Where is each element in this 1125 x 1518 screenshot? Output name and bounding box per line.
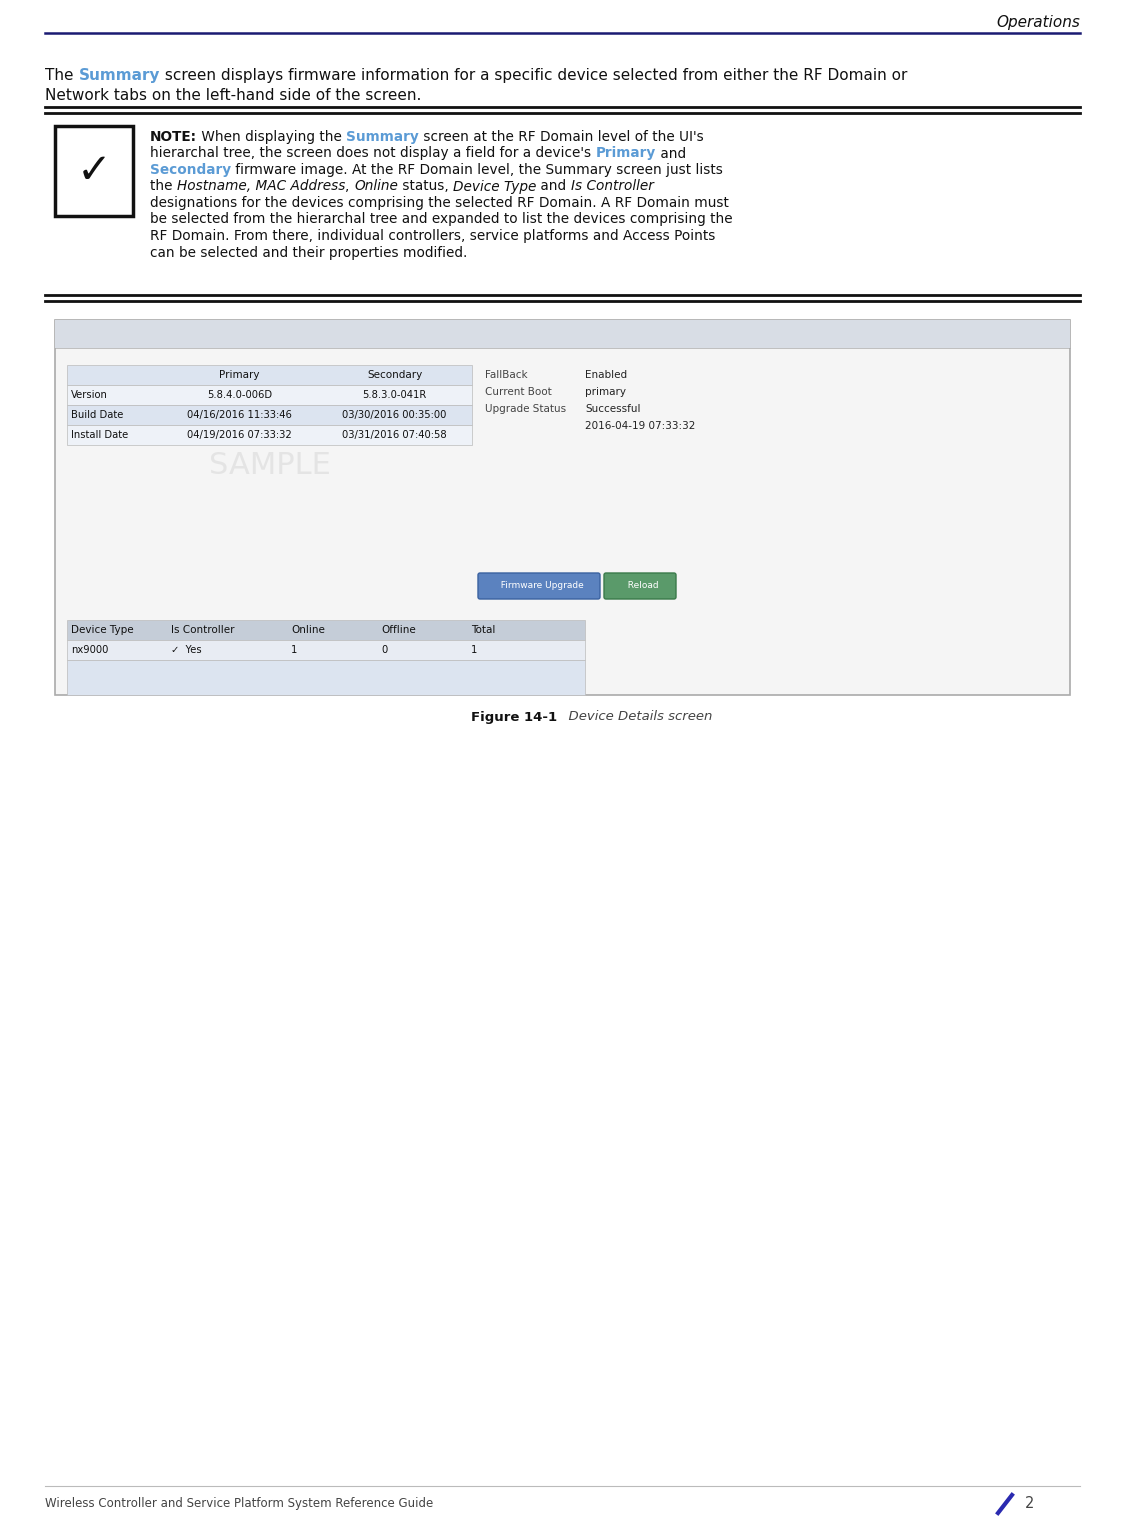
Text: 03/30/2016 00:35:00: 03/30/2016 00:35:00 (342, 410, 447, 420)
Text: Secondary: Secondary (150, 162, 231, 178)
Text: Secondary: Secondary (367, 370, 422, 380)
Text: FallBack: FallBack (485, 370, 528, 380)
Text: Reload: Reload (622, 581, 658, 591)
Text: Figure 14-1: Figure 14-1 (471, 710, 558, 724)
Text: Summary: Summary (79, 68, 160, 83)
Bar (68, 364, 472, 386)
Text: ✓  Yes: ✓ Yes (171, 645, 201, 654)
Text: be selected from the hierarchal tree and expanded to list the devices comprising: be selected from the hierarchal tree and… (150, 213, 732, 226)
Text: Online: Online (354, 179, 398, 193)
Text: Device Details screen: Device Details screen (560, 710, 713, 724)
Text: SAMPLE: SAMPLE (208, 451, 331, 480)
Text: Network tabs on the left-hand side of the screen.: Network tabs on the left-hand side of th… (45, 88, 422, 103)
Text: Build Date: Build Date (71, 410, 124, 420)
Text: can be selected and their properties modified.: can be selected and their properties mod… (150, 246, 467, 260)
Bar (55, 320, 1070, 348)
Text: 04/19/2016 07:33:32: 04/19/2016 07:33:32 (187, 430, 291, 440)
Text: Primary: Primary (595, 147, 656, 161)
Bar (68, 405, 472, 425)
Text: the: the (150, 179, 177, 193)
Text: firmware image. At the RF Domain level, the Summary screen just lists: firmware image. At the RF Domain level, … (231, 162, 723, 178)
Text: Wireless Controller and Service Platform System Reference Guide: Wireless Controller and Service Platform… (45, 1497, 433, 1510)
Text: Total: Total (471, 625, 495, 635)
Text: Enabled: Enabled (585, 370, 627, 380)
Text: primary: primary (585, 387, 626, 398)
Text: Online: Online (291, 625, 325, 635)
FancyBboxPatch shape (478, 572, 600, 600)
Text: When displaying the: When displaying the (197, 131, 346, 144)
Text: Is Controller: Is Controller (171, 625, 234, 635)
Text: NOTE:: NOTE: (150, 131, 197, 144)
Bar (68, 386, 472, 405)
Text: nx9000: nx9000 (71, 645, 108, 654)
Text: RF Domain. From there, individual controllers, service platforms and Access Poin: RF Domain. From there, individual contro… (150, 229, 716, 243)
Text: Successful: Successful (585, 404, 640, 414)
Text: Version: Version (71, 390, 108, 401)
Text: 1: 1 (471, 645, 477, 654)
Text: 04/16/2016 11:33:46: 04/16/2016 11:33:46 (187, 410, 292, 420)
Text: 0: 0 (381, 645, 387, 654)
Bar (55, 320, 1070, 695)
Text: and: and (656, 147, 686, 161)
Text: 5.8.3.0-041R: 5.8.3.0-041R (362, 390, 426, 401)
Text: and: and (537, 179, 570, 193)
Text: Offline: Offline (381, 625, 416, 635)
Text: designations for the devices comprising the selected RF Domain. A RF Domain must: designations for the devices comprising … (150, 196, 729, 209)
Text: screen at the RF Domain level of the UI's: screen at the RF Domain level of the UI'… (418, 131, 704, 144)
Text: hierarchal tree, the screen does not display a field for a device's: hierarchal tree, the screen does not dis… (150, 147, 595, 161)
Text: Firmware Upgrade: Firmware Upgrade (495, 581, 584, 591)
Bar (55, 126, 133, 216)
Text: ✓: ✓ (76, 150, 111, 191)
Text: The: The (45, 68, 79, 83)
Text: Upgrade Status: Upgrade Status (485, 404, 566, 414)
Text: Install Date: Install Date (71, 430, 128, 440)
Bar (68, 619, 585, 641)
FancyBboxPatch shape (604, 572, 676, 600)
Text: 1: 1 (291, 645, 297, 654)
Text: Current Boot: Current Boot (485, 387, 551, 398)
Text: Summary: Summary (346, 131, 418, 144)
Bar (68, 660, 585, 695)
Text: Device Type: Device Type (71, 625, 134, 635)
Text: Primary: Primary (219, 370, 260, 380)
Text: 03/31/2016 07:40:58: 03/31/2016 07:40:58 (342, 430, 447, 440)
Text: 2016-04-19 07:33:32: 2016-04-19 07:33:32 (585, 420, 695, 431)
Text: Is Controller: Is Controller (570, 179, 654, 193)
Text: 5.8.4.0-006D: 5.8.4.0-006D (207, 390, 272, 401)
Text: screen displays firmware information for a specific device selected from either : screen displays firmware information for… (160, 68, 907, 83)
Text: ,: , (345, 179, 354, 193)
Text: Operations: Operations (996, 15, 1080, 29)
Text: status,: status, (398, 179, 453, 193)
Text: Hostname, MAC Address: Hostname, MAC Address (177, 179, 345, 193)
Bar (68, 425, 472, 445)
Text: 2: 2 (1025, 1497, 1035, 1512)
Bar (68, 641, 585, 660)
Text: Device Type: Device Type (453, 179, 537, 193)
